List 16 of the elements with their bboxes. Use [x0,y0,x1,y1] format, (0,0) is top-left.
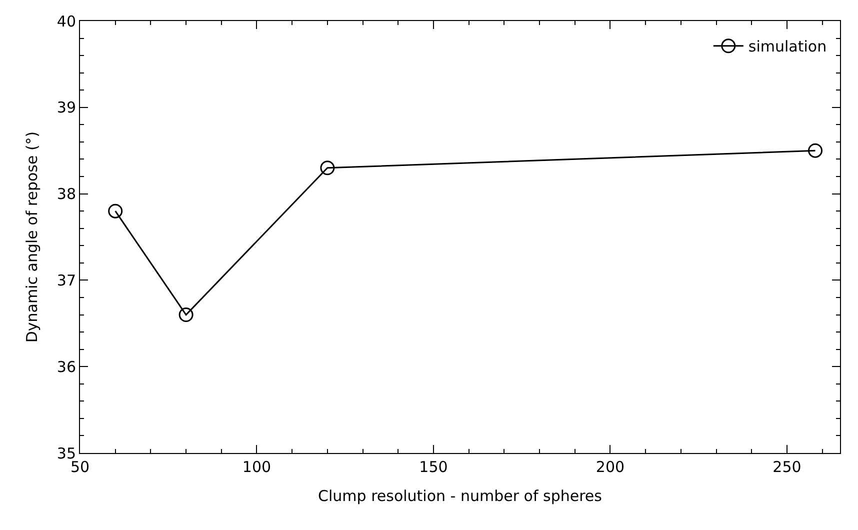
y-tick-label: 39 [56,98,76,117]
point [808,143,823,158]
y-tick-label: 36 [56,358,76,376]
y-axis-title: Dynamic angle of repose (°) [23,131,42,343]
y-tick-label: 37 [56,271,76,290]
point [320,160,335,176]
point [178,308,194,322]
x-tick-label: 200 [596,458,625,476]
point [108,204,123,218]
legend-label: simulation [748,38,827,56]
y-tick-label: 40 [56,12,76,30]
y-tick-label: 38 [56,185,76,204]
x-tick-label: 100 [242,458,272,476]
x-tick-label: 150 [419,458,448,476]
x-axis-title: Clump resolution - number of spheres [318,487,602,505]
x-tick-label: 250 [772,458,802,476]
